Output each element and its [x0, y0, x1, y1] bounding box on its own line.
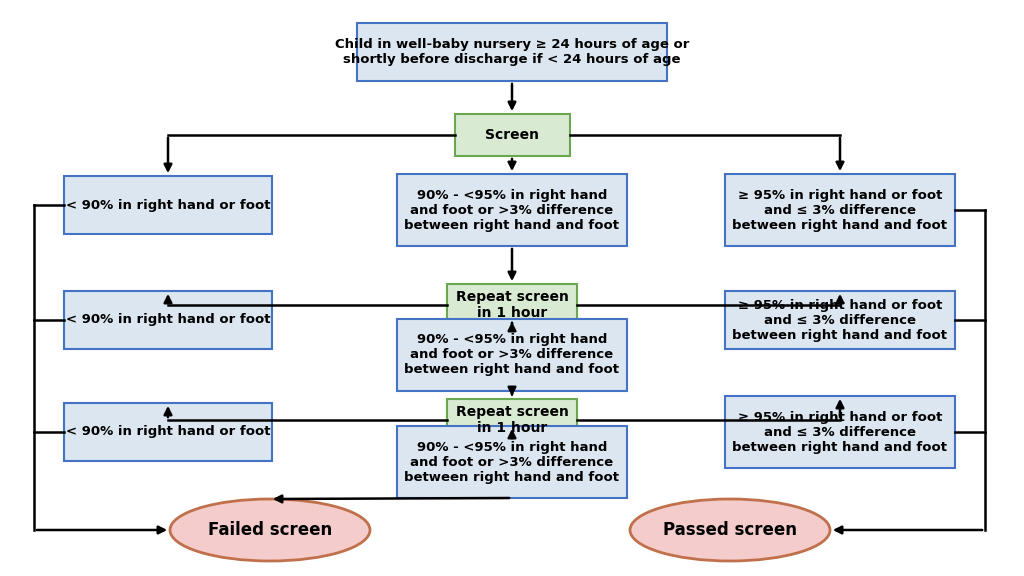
FancyBboxPatch shape: [447, 399, 577, 441]
Text: < 90% in right hand or foot: < 90% in right hand or foot: [66, 426, 270, 438]
Text: ≥ 95% in right hand or foot
and ≤ 3% difference
between right hand and foot: ≥ 95% in right hand or foot and ≤ 3% dif…: [732, 188, 947, 232]
Text: ≥ 95% in right hand or foot
and ≤ 3% difference
between right hand and foot: ≥ 95% in right hand or foot and ≤ 3% dif…: [732, 411, 947, 453]
Text: < 90% in right hand or foot: < 90% in right hand or foot: [66, 199, 270, 211]
Text: < 90% in right hand or foot: < 90% in right hand or foot: [66, 313, 270, 327]
FancyBboxPatch shape: [725, 291, 955, 349]
FancyBboxPatch shape: [447, 284, 577, 326]
Text: 90% - <95% in right hand
and foot or >3% difference
between right hand and foot: 90% - <95% in right hand and foot or >3%…: [404, 334, 620, 377]
Text: Child in well-baby nursery ≥ 24 hours of age or
shortly before discharge if < 24: Child in well-baby nursery ≥ 24 hours of…: [335, 38, 689, 66]
Ellipse shape: [170, 499, 370, 561]
FancyBboxPatch shape: [397, 426, 627, 498]
Text: Repeat screen
in 1 hour: Repeat screen in 1 hour: [456, 405, 568, 435]
Text: ≥ 95% in right hand or foot
and ≤ 3% difference
between right hand and foot: ≥ 95% in right hand or foot and ≤ 3% dif…: [732, 298, 947, 342]
FancyBboxPatch shape: [397, 174, 627, 246]
FancyBboxPatch shape: [725, 174, 955, 246]
Text: 90% - <95% in right hand
and foot or >3% difference
between right hand and foot: 90% - <95% in right hand and foot or >3%…: [404, 441, 620, 483]
Text: Failed screen: Failed screen: [208, 521, 332, 539]
FancyBboxPatch shape: [63, 291, 272, 349]
Text: 90% - <95% in right hand
and foot or >3% difference
between right hand and foot: 90% - <95% in right hand and foot or >3%…: [404, 188, 620, 232]
Ellipse shape: [630, 499, 830, 561]
FancyBboxPatch shape: [397, 319, 627, 391]
FancyBboxPatch shape: [725, 396, 955, 468]
FancyBboxPatch shape: [357, 23, 667, 81]
FancyBboxPatch shape: [63, 403, 272, 461]
FancyBboxPatch shape: [455, 114, 569, 156]
FancyBboxPatch shape: [63, 176, 272, 234]
Text: Passed screen: Passed screen: [663, 521, 797, 539]
Text: Repeat screen
in 1 hour: Repeat screen in 1 hour: [456, 290, 568, 320]
Text: Screen: Screen: [485, 128, 539, 142]
